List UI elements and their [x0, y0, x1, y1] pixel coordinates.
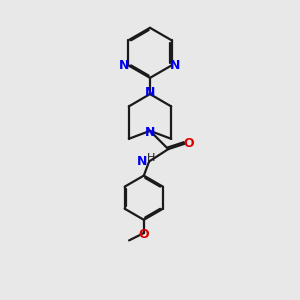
Text: H: H: [147, 153, 156, 163]
Text: O: O: [183, 137, 194, 150]
Text: O: O: [139, 228, 149, 241]
Text: N: N: [170, 59, 181, 72]
Text: N: N: [137, 155, 148, 168]
Text: N: N: [145, 126, 155, 139]
Text: N: N: [119, 59, 130, 72]
Text: N: N: [145, 86, 155, 99]
